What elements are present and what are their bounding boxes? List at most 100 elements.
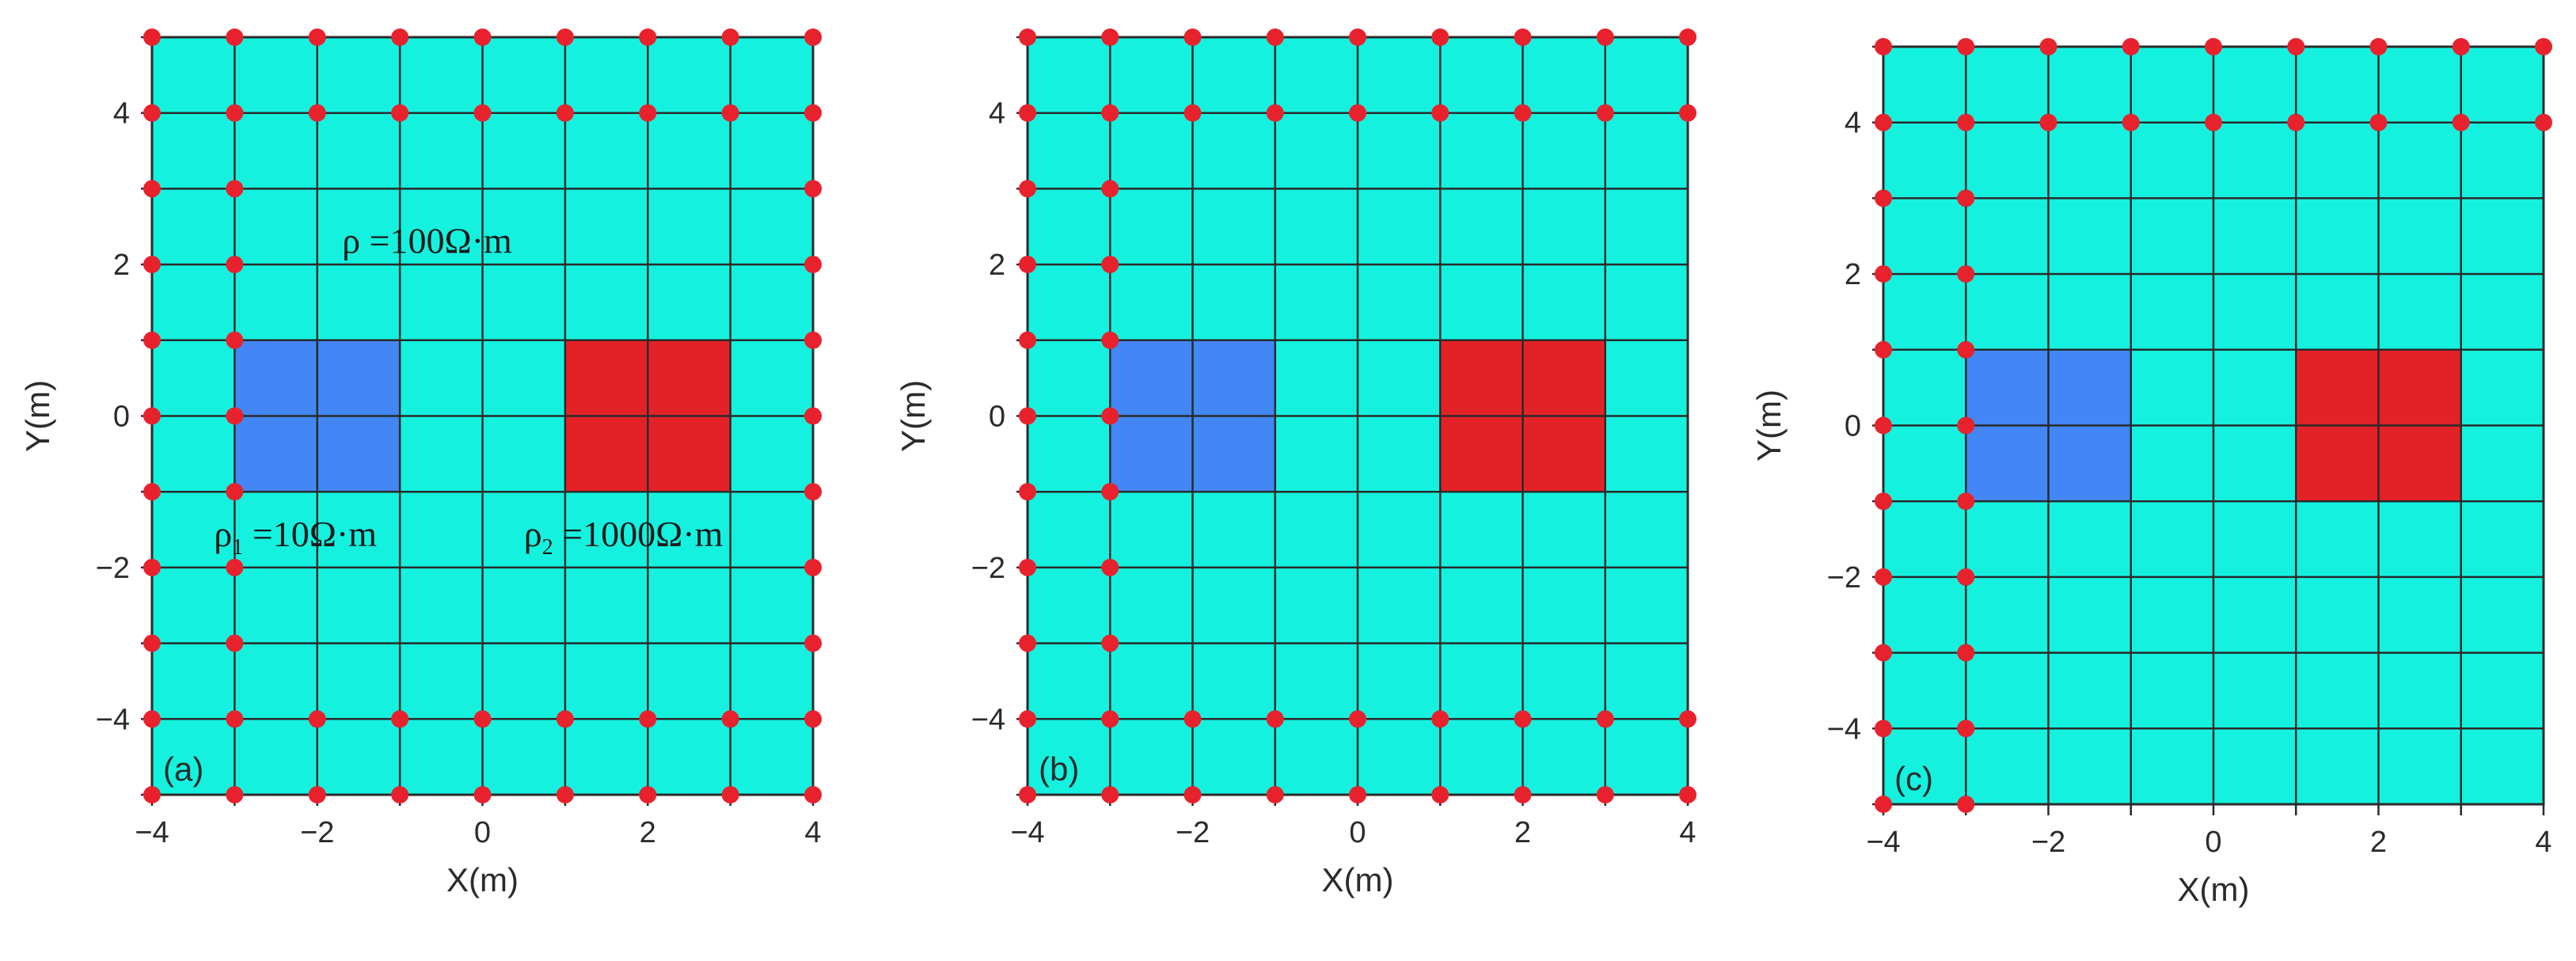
x-tick-label: 2: [1514, 816, 1531, 849]
y-tick-label: 0: [1845, 410, 1861, 443]
electrode-node: [1957, 720, 1975, 738]
electrode-node: [1019, 558, 1036, 576]
electrode-node: [1266, 104, 1284, 122]
electrode-node: [1875, 340, 1892, 359]
x-tick-label: 0: [474, 816, 491, 849]
electrode-node: [1596, 28, 1614, 46]
electrode-node: [1349, 104, 1366, 122]
electrode-node: [226, 180, 244, 198]
electrode-node: [391, 710, 409, 728]
y-tick-label: 4: [113, 97, 130, 131]
electrode-node: [2039, 38, 2057, 55]
electrode-node: [2369, 38, 2388, 55]
electrode-node: [1957, 416, 1975, 435]
electrode-node: [1349, 710, 1366, 728]
electrode-node: [1101, 256, 1119, 274]
electrode-node: [639, 786, 657, 803]
electrode-node: [1596, 710, 1614, 728]
electrode-node: [308, 28, 326, 46]
electrode-node: [1679, 710, 1696, 728]
electrode-node: [721, 710, 739, 728]
electrode-node: [308, 104, 326, 122]
y-tick-label: 2: [989, 249, 1005, 282]
electrode-node: [226, 483, 244, 501]
electrode-node: [143, 558, 161, 576]
electrode-node: [1957, 644, 1975, 662]
x-tick-label: 4: [1679, 816, 1696, 849]
y-axis-label: Y(m): [19, 380, 56, 452]
electrode-node: [556, 710, 574, 728]
x-tick-label: −4: [1010, 816, 1044, 849]
y-tick-label: −4: [1827, 712, 1861, 746]
panel-b: −4 −2 0 2 4 −4 −2 0 2 4 X(m) Y(m) (b): [895, 28, 1696, 898]
x-tick-label: −4: [135, 816, 169, 849]
x-tick-label: 0: [1349, 816, 1366, 849]
electrode-node: [1875, 796, 1892, 813]
electrode-node: [1431, 28, 1449, 46]
electrode-node: [639, 28, 657, 46]
electrode-node: [226, 558, 244, 576]
x-tick-label: 4: [2535, 826, 2551, 859]
electrode-node: [1266, 28, 1284, 46]
electrode-node: [556, 104, 574, 122]
electrode-node: [804, 558, 822, 576]
electrode-node: [556, 28, 574, 46]
panel-tag-label: (b): [1039, 750, 1079, 788]
panels-group: −4 −2 0 2 4 −4 −2 0 2 4 X(m) Y(m) (a) ρ =100Ω·m ρ1 =10…: [19, 28, 2552, 908]
electrode-node: [2122, 38, 2140, 55]
electrode-node: [2287, 113, 2305, 131]
y-axis-label: Y(m): [895, 380, 932, 452]
electrode-node: [1101, 786, 1119, 803]
y-tick-label: 4: [1845, 107, 1861, 140]
electrode-node: [1679, 104, 1696, 122]
electrode-node: [143, 710, 161, 728]
electrode-node: [2287, 38, 2305, 55]
x-axis-label: X(m): [2178, 871, 2250, 908]
electrode-node: [143, 104, 161, 122]
x-tick-label: 2: [2370, 826, 2387, 859]
electrode-node: [1875, 113, 1892, 131]
electrode-node: [1184, 786, 1202, 803]
panel-tag-label: (c): [1894, 760, 1933, 797]
electrode-node: [1431, 710, 1449, 728]
electrode-node: [226, 104, 244, 122]
y-tick-label: −4: [971, 703, 1005, 736]
electrode-node: [1514, 104, 1532, 122]
electrode-node: [1875, 568, 1892, 586]
electrode-node: [804, 483, 822, 501]
electrode-node: [1019, 256, 1036, 274]
x-tick-label: 2: [640, 816, 656, 849]
electrode-node: [1101, 331, 1119, 349]
electrode-node: [473, 28, 492, 46]
panel-tag-label: (a): [163, 750, 203, 788]
electrode-node: [1019, 634, 1036, 652]
electrode-node: [1514, 710, 1532, 728]
electrode-node: [804, 104, 822, 122]
electrode-node: [2039, 113, 2057, 131]
electrode-node: [2535, 38, 2552, 55]
electrode-node: [804, 634, 822, 652]
electrode-node: [1019, 710, 1036, 728]
electrode-node: [1957, 189, 1975, 207]
electrode-node: [2452, 113, 2470, 131]
y-tick-label: −2: [971, 552, 1005, 585]
electrode-node: [226, 634, 244, 652]
electrode-node: [391, 104, 409, 122]
electrode-node: [473, 104, 492, 122]
electrode-node: [1101, 710, 1119, 728]
electrode-node: [1514, 786, 1532, 803]
electrode-node: [721, 786, 739, 803]
electrode-node: [1349, 786, 1366, 803]
x-tick-label: −4: [1866, 826, 1900, 859]
x-axis-label: X(m): [446, 861, 519, 898]
electrode-node: [804, 180, 822, 198]
electrode-node: [226, 256, 244, 274]
electrode-node: [1019, 180, 1036, 198]
electrode-node: [473, 786, 492, 803]
panel-c: −4 −2 0 2 4 −4 −2 0 2 4 X(m) Y(m) (c): [1750, 38, 2552, 908]
electrode-node: [391, 28, 409, 46]
electrode-node: [804, 28, 822, 46]
rho1-label: ρ1 =10Ω·m: [214, 514, 377, 560]
electrode-node: [1875, 38, 1892, 55]
